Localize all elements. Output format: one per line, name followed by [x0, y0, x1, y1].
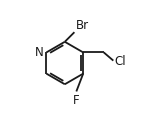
Text: F: F	[73, 93, 80, 106]
Text: Cl: Cl	[114, 55, 126, 68]
Text: Br: Br	[76, 18, 89, 32]
Text: N: N	[35, 46, 44, 59]
